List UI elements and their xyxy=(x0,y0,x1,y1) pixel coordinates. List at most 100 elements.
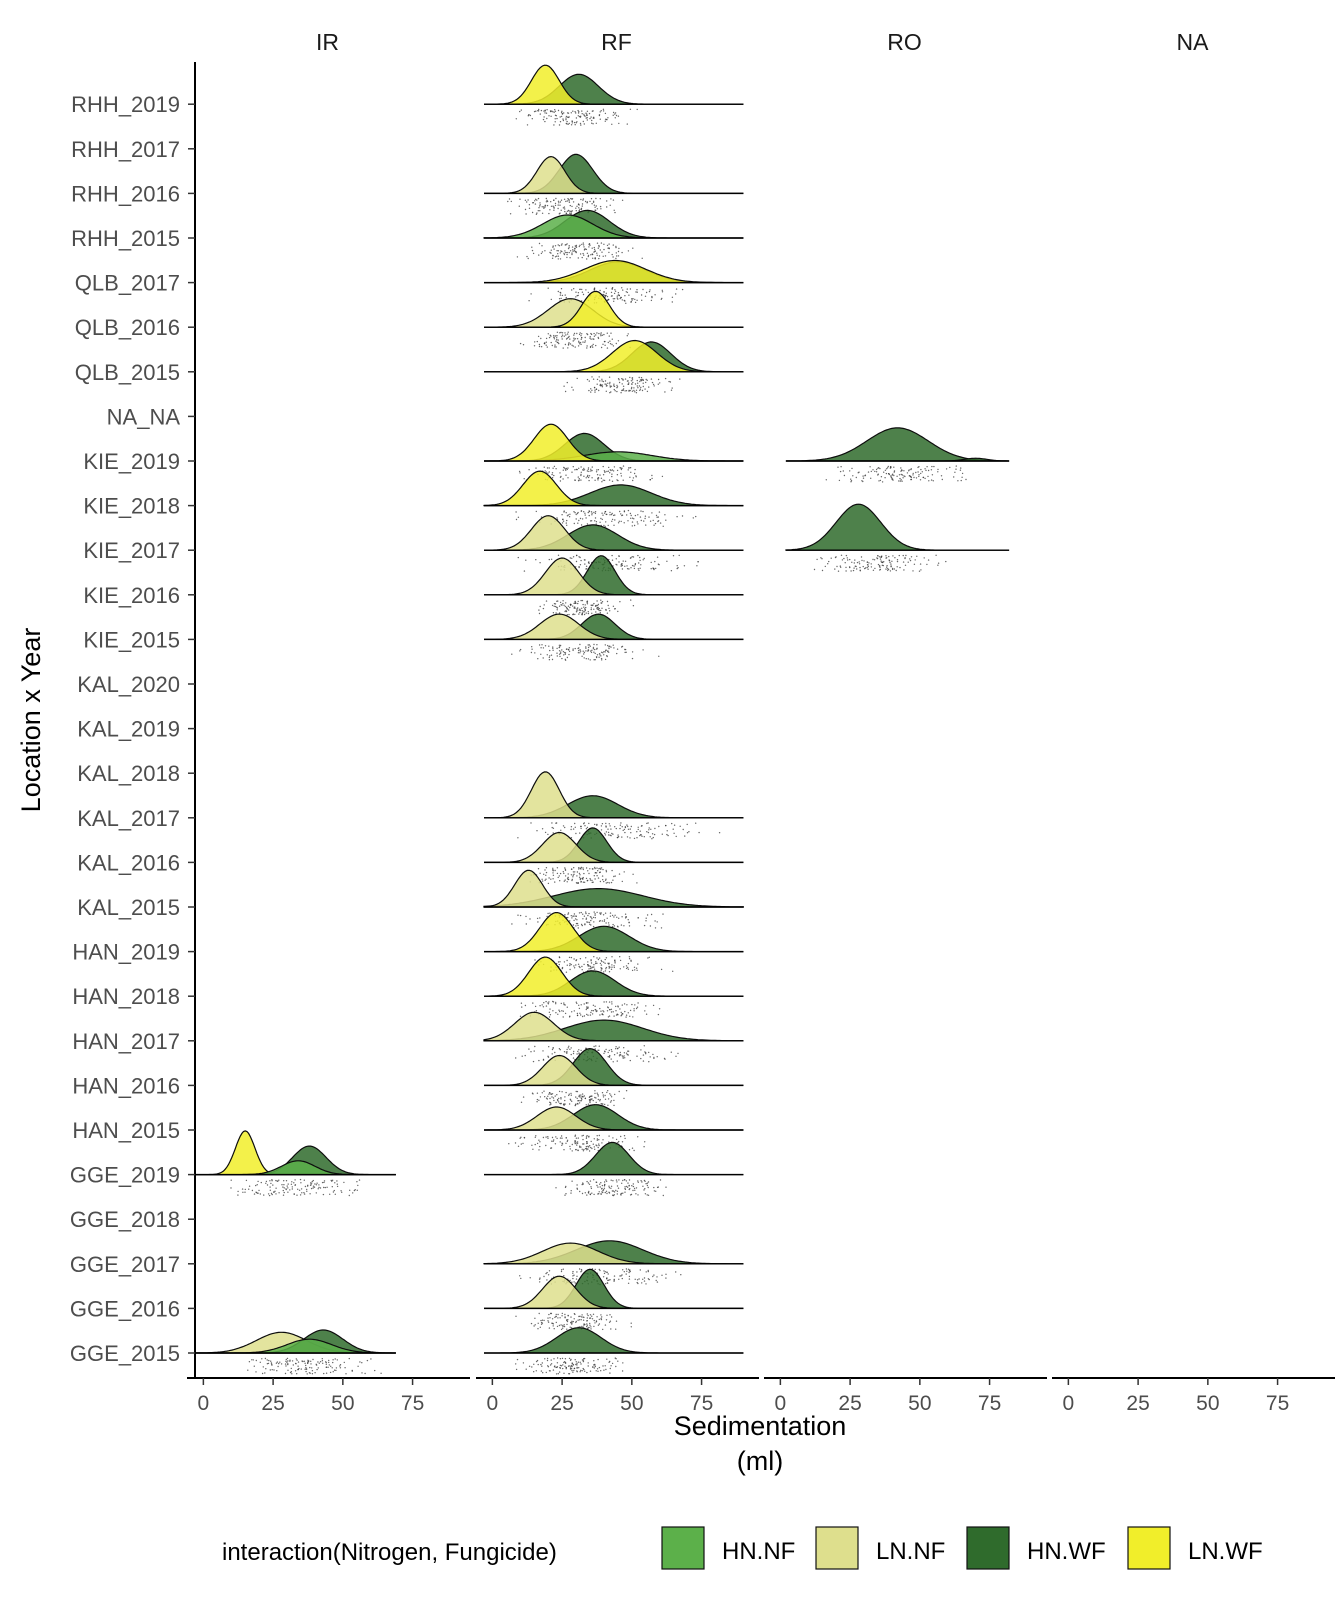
rug-point xyxy=(613,966,615,969)
rug-point xyxy=(349,1189,351,1192)
rug-point xyxy=(616,1052,618,1054)
rug-point xyxy=(380,1372,382,1375)
rug-point xyxy=(679,825,681,827)
rug-point xyxy=(564,1012,567,1015)
rug-point xyxy=(604,962,606,964)
rug-point xyxy=(851,561,853,563)
rug-point xyxy=(525,559,527,561)
rug-point xyxy=(586,1323,588,1325)
rug-point xyxy=(285,1358,287,1361)
rug-point xyxy=(511,653,513,655)
rug-point xyxy=(652,1275,654,1278)
rug-point xyxy=(578,519,580,522)
rug-point xyxy=(589,868,591,870)
rug-point xyxy=(580,1049,582,1052)
rug-point xyxy=(517,914,519,916)
rug-point xyxy=(607,470,610,472)
rug-point xyxy=(303,1360,306,1363)
rug-point xyxy=(575,296,577,298)
ridge-RF-HAN_2016 xyxy=(484,1047,744,1107)
rug-point xyxy=(607,828,609,830)
rug-point xyxy=(881,564,883,566)
rug-point xyxy=(665,1277,667,1279)
rug-point xyxy=(293,1182,295,1184)
rug-point xyxy=(552,827,555,829)
rug-point xyxy=(583,469,586,471)
rug-point xyxy=(534,198,537,200)
rug-point xyxy=(566,881,568,883)
rug-point xyxy=(289,1360,291,1362)
rug-point xyxy=(583,872,585,875)
rug-point xyxy=(561,1010,563,1012)
rug-point xyxy=(577,476,579,478)
rug-point xyxy=(605,1179,607,1181)
rug-point xyxy=(631,556,633,558)
rug-point xyxy=(893,471,895,473)
rug-point xyxy=(605,822,607,825)
rug-point xyxy=(587,255,589,258)
rug-point xyxy=(597,469,600,471)
rug-point xyxy=(270,1192,273,1195)
rug-point xyxy=(645,1283,647,1285)
rug-point xyxy=(547,472,549,474)
rug-point xyxy=(539,1145,541,1148)
rug-point xyxy=(555,115,557,117)
x-tick-label: 50 xyxy=(1196,1392,1219,1415)
rug-point xyxy=(650,828,652,830)
rug-point xyxy=(634,301,637,304)
rug-point xyxy=(579,244,581,246)
rug-point xyxy=(565,296,567,299)
rug-point xyxy=(555,1136,557,1138)
rug-point xyxy=(621,836,623,838)
rug-point xyxy=(640,377,643,379)
rug-point xyxy=(605,878,607,880)
rug-point xyxy=(565,200,567,203)
rug-point xyxy=(840,566,842,568)
rug-point xyxy=(279,1361,281,1363)
rug-point xyxy=(624,831,626,834)
rug-point xyxy=(588,510,590,512)
rug-point xyxy=(587,467,590,469)
rug-point xyxy=(627,828,630,830)
rug-point xyxy=(588,644,591,646)
rug-point xyxy=(568,1357,571,1360)
rug-point xyxy=(614,289,616,291)
rug-point xyxy=(543,1275,545,1278)
rug-point xyxy=(619,827,621,830)
rug-point xyxy=(539,210,541,212)
rug-point xyxy=(592,346,594,348)
rug-point xyxy=(546,915,548,918)
rug-point xyxy=(872,558,874,561)
rug-point xyxy=(613,1275,616,1277)
rug-point xyxy=(593,964,595,966)
rug-point xyxy=(305,1367,307,1369)
rug-point xyxy=(613,298,616,300)
rug-point xyxy=(285,1180,288,1182)
rug-point xyxy=(606,1282,608,1284)
rug-point xyxy=(608,607,610,610)
rug-point xyxy=(540,337,542,340)
rug-point xyxy=(601,1316,603,1318)
rug-point xyxy=(322,1362,324,1365)
rug-point xyxy=(594,1096,596,1099)
rug-point xyxy=(643,1189,645,1191)
rug-point xyxy=(631,564,634,567)
rug-point xyxy=(564,1096,566,1098)
rug-point xyxy=(538,345,541,348)
rug-point xyxy=(520,1002,523,1004)
rug-point xyxy=(645,1013,648,1015)
rug-point xyxy=(565,971,568,973)
rug-point xyxy=(587,476,590,479)
rug-point xyxy=(567,112,570,114)
ridge-RF-GGE_2017 xyxy=(483,1240,744,1286)
rug-point xyxy=(552,1325,554,1327)
rug-point xyxy=(570,1094,572,1096)
rug-point xyxy=(287,1187,289,1189)
rug-point xyxy=(538,612,541,615)
rug-point xyxy=(646,390,649,393)
rug-point xyxy=(603,1184,606,1186)
rug-point xyxy=(603,248,605,251)
rug-point xyxy=(582,1360,585,1363)
rug-point xyxy=(872,469,874,471)
rug-point xyxy=(533,1363,535,1366)
